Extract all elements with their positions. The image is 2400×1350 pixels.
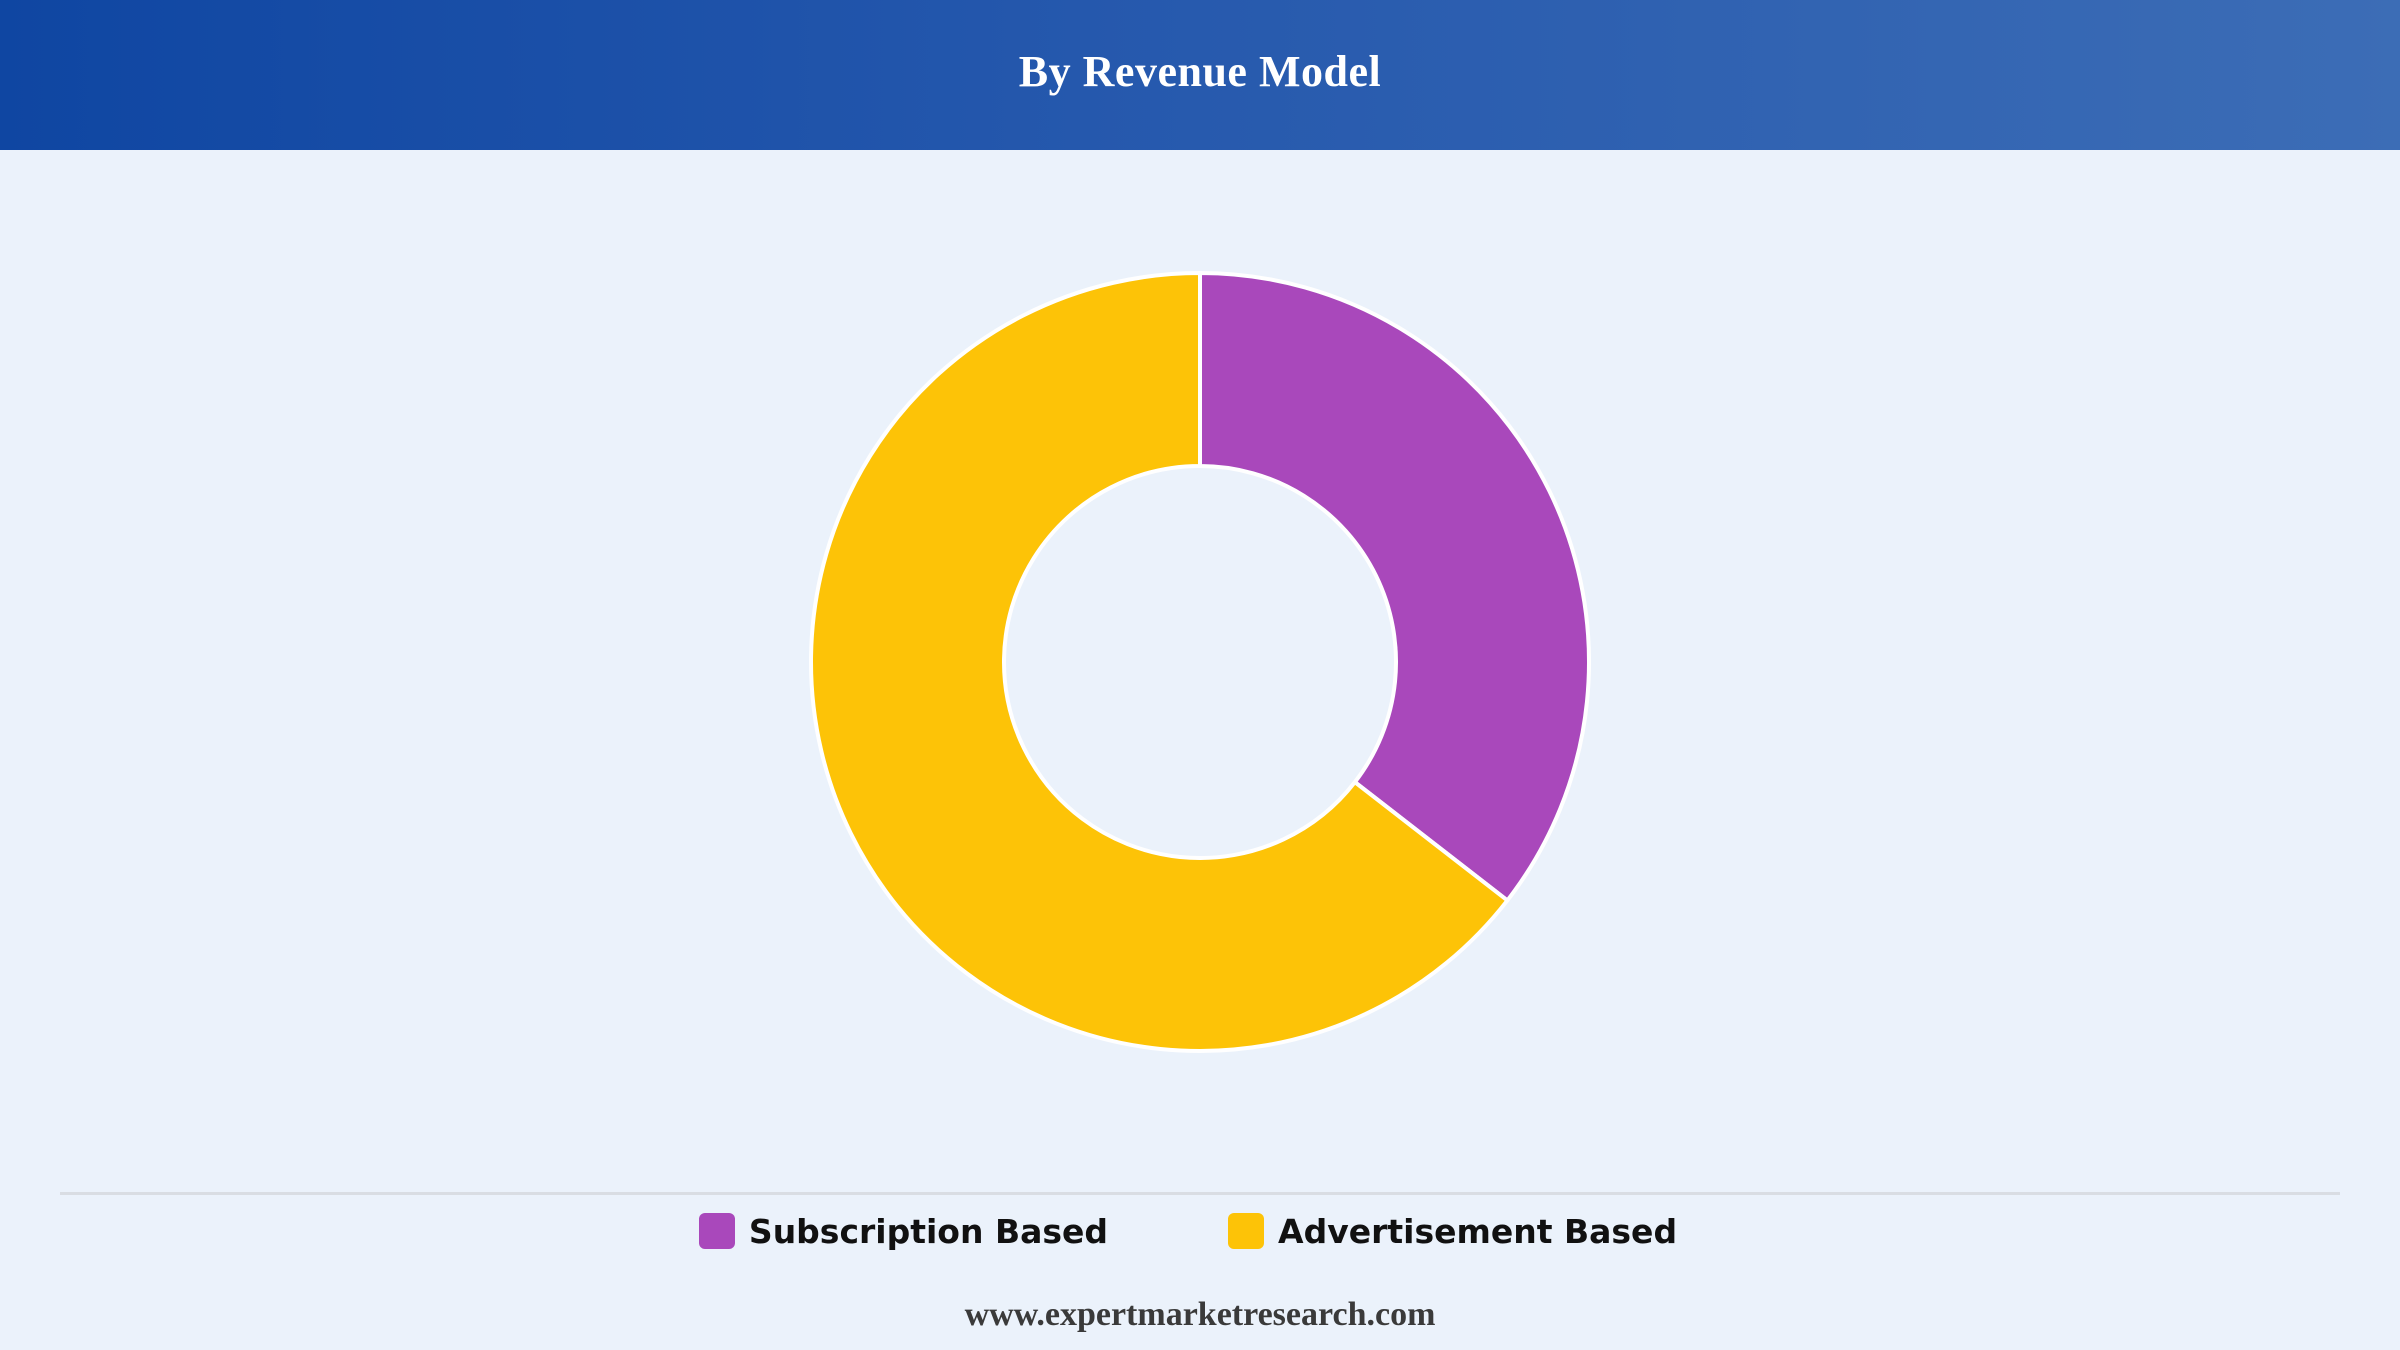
legend-divider [60,1192,2340,1195]
chart-title: By Revenue Model [1018,46,1382,96]
legend-label-advertisement-based: Advertisement Based [1278,1211,1678,1251]
header-banner: By Revenue Model [0,0,2400,150]
chart-legend: Subscription Based Advertisement Based [0,1206,2400,1256]
donut-slice-advertisement-based[interactable] [809,271,1510,1053]
source-url: www.expertmarketresearch.com [964,1296,1436,1333]
legend-swatch-advertisement-based [1228,1213,1265,1249]
legend-item-subscription-based[interactable]: Subscription Based [698,1211,1109,1251]
legend-swatch-subscription-based [698,1213,735,1249]
legend-item-advertisement-based[interactable]: Advertisement Based [1228,1212,1677,1251]
legend-label-subscription-based: Subscription Based [748,1211,1109,1251]
donut-slice-subscription-based[interactable] [1198,271,1591,903]
